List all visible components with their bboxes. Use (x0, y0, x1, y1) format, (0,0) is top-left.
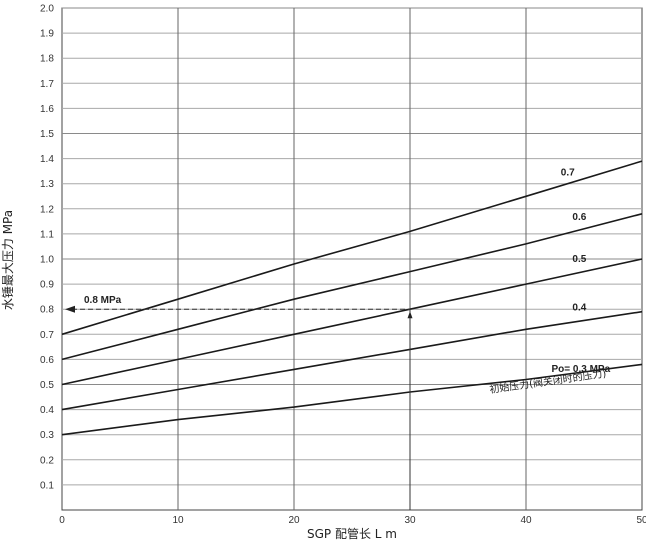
x-tick-label: 30 (404, 515, 416, 526)
series-labels: 0.7 0.6 0.5 0.4 Po= 0.3 MPa (552, 168, 611, 375)
y-tick-label: 1.3 (40, 179, 54, 190)
pointer-label: 0.8 MPa (84, 295, 122, 306)
y-tick-label: 0.6 (40, 355, 54, 366)
y-tick-label: 1.1 (40, 229, 54, 240)
x-tick-labels: 0 10 20 30 40 50 (59, 515, 646, 526)
series-line (61, 363, 643, 436)
y-tick-label: 1.2 (40, 204, 54, 215)
series-label: 0.4 (572, 302, 586, 313)
series-lines (61, 160, 643, 436)
x-tick-label: 0 (59, 515, 65, 526)
series-line (61, 213, 643, 361)
y-tick-label: 1.0 (40, 255, 54, 266)
y-tick-label: 1.8 (40, 54, 54, 65)
y-tick-label: 0.4 (40, 405, 54, 416)
y-tick-label: 1.5 (40, 129, 54, 140)
series-line (61, 258, 643, 386)
y-tick-label: 0.3 (40, 430, 54, 441)
y-tick-label: 0.9 (40, 280, 54, 291)
pointer-arrow-head (65, 305, 75, 313)
y-tick-label: 0.8 (40, 305, 54, 316)
y-tick-label: 0.5 (40, 380, 54, 391)
y-axis-title: 水锤最大压力 MPa (0, 210, 15, 310)
x-tick-label: 20 (288, 515, 300, 526)
x-axis-title: SGP 配管长 L m (307, 526, 397, 541)
y-tick-label: 0.1 (40, 480, 54, 491)
y-tick-label: 2.0 (40, 4, 54, 15)
y-tick-label: 1.9 (40, 29, 54, 40)
x-tick-label: 10 (172, 515, 184, 526)
y-tick-label: 0.7 (40, 330, 54, 341)
pointer-annotation: 0.8 MPa (65, 295, 413, 510)
series-line (61, 160, 643, 336)
series-label: 0.7 (561, 168, 575, 179)
series-label: 0.6 (572, 212, 586, 223)
series-label: Po= 0.3 MPa (552, 364, 611, 375)
y-tick-labels: 0.1 0.2 0.3 0.4 0.5 0.6 0.7 0.8 0.9 1.0 1.1 1.2 1.3 1… (40, 4, 54, 492)
x-tick-label: 40 (520, 515, 532, 526)
y-tick-label: 1.6 (40, 104, 54, 115)
series-label: 0.5 (572, 254, 586, 265)
x-tick-label: 50 (636, 515, 646, 526)
grid (62, 7, 642, 510)
pointer-up-arrow (407, 311, 413, 319)
y-tick-label: 1.4 (40, 154, 54, 165)
y-tick-label: 1.7 (40, 79, 54, 90)
series-line (61, 310, 643, 411)
y-tick-label: 0.2 (40, 455, 54, 466)
